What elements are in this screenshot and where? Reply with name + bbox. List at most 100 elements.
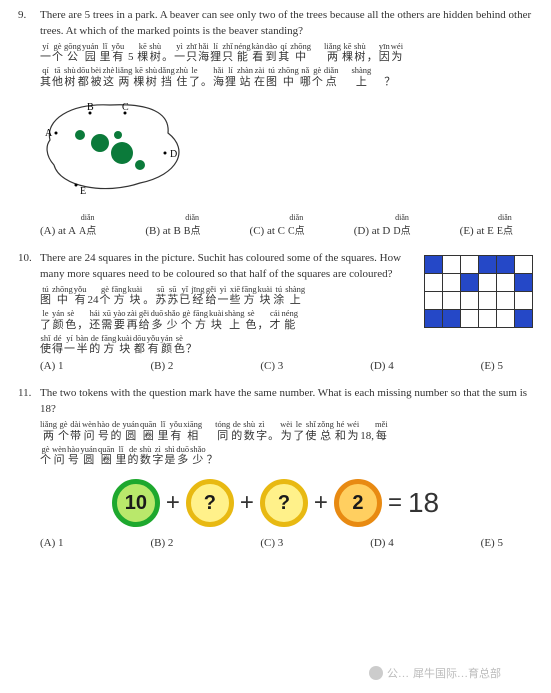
ruby-char: tú图 xyxy=(40,285,51,308)
ruby-char: tā他 xyxy=(52,66,63,89)
choice[interactable]: (A) 1 xyxy=(40,360,64,372)
equals-icon: = xyxy=(388,489,402,517)
choice[interactable]: (E) 5 xyxy=(481,360,503,372)
choice[interactable]: (A) 1 xyxy=(40,537,64,549)
ruby-char: hào号 xyxy=(97,420,109,443)
result: 18 xyxy=(408,487,439,519)
choice[interactable]: (B) at BdiǎnB点 xyxy=(145,213,200,237)
ruby-char: yǐ已 xyxy=(179,285,190,308)
ruby-char: tú图 xyxy=(266,66,277,89)
choice[interactable]: (D) 4 xyxy=(370,360,394,372)
ruby-char: gè个 xyxy=(58,420,69,443)
q11-equation: 10+?+?+2=18 xyxy=(18,479,533,527)
grid-cell xyxy=(461,291,479,309)
ruby-char: yǒu有 xyxy=(112,42,125,65)
ruby-char: yí一 xyxy=(40,42,51,65)
ruby-char: kuài块 xyxy=(209,309,224,332)
choice[interactable]: (C) 3 xyxy=(260,537,283,549)
ruby-line: liǎng两gè个dài带wèn问hào号de的yuán圆quān圈lǐ里yǒu… xyxy=(40,420,533,443)
ruby-char: 18, xyxy=(360,420,374,443)
q11-choices: (A) 1 (B) 2 (C) 3 (D) 4 (E) 5 xyxy=(40,537,533,549)
ruby-char: shù数 xyxy=(140,445,152,468)
ruby-char: qí其 xyxy=(40,66,51,89)
plus-icon: + xyxy=(166,489,180,517)
svg-text:A: A xyxy=(45,128,53,139)
ruby-char: duō多 xyxy=(151,309,164,332)
q9-english: There are 5 trees in a park. A beaver ca… xyxy=(40,8,533,40)
ruby-line: shǐ使dé得yí一bàn半de的fāng方kuài块dōu都yǒu有yán颜s… xyxy=(40,334,416,357)
ruby-char: 。 xyxy=(162,42,173,65)
choice[interactable]: (B) 2 xyxy=(150,537,173,549)
choice[interactable]: (A) at AdiǎnA点 xyxy=(40,213,96,237)
ruby-char: fāng方 xyxy=(112,285,127,308)
ruby-char: lǐ里 xyxy=(100,42,111,65)
q10-english: There are 24 squares in the picture. Suc… xyxy=(40,251,416,283)
ruby-char: ， xyxy=(258,309,269,332)
ruby-char: shù树 xyxy=(354,42,366,65)
ruby-char: shǎo少 xyxy=(164,309,180,332)
grid-cell xyxy=(497,309,515,327)
ruby-char: wéi为 xyxy=(347,420,359,443)
ruby-char: kē棵 xyxy=(137,42,148,65)
ruby-char: yīn因 xyxy=(379,42,390,65)
ruby-char: le了 xyxy=(40,309,51,332)
q11-prompt: 11. The two tokens with the question mar… xyxy=(18,386,533,418)
q10-prompt: 10. There are 24 squares in the picture.… xyxy=(18,251,416,283)
plus-icon: + xyxy=(240,489,254,517)
svg-text:D: D xyxy=(170,149,177,160)
ruby-line: tú图zhōng中yǒu有 24gè个fāng方kuài块 。sū苏sū苏yǐ已… xyxy=(40,285,416,308)
ruby-char: yǒu有 xyxy=(147,334,160,357)
ruby-char: wèi为 xyxy=(280,420,292,443)
choice[interactable]: (E) at EdiǎnE点 xyxy=(460,213,513,237)
ruby-char: ， xyxy=(77,309,88,332)
ruby-char: ？ xyxy=(207,445,218,468)
ruby-char: nǎ哪 xyxy=(300,66,311,89)
ruby-char: yuán园 xyxy=(82,42,99,65)
ruby-char: gè个 xyxy=(312,66,323,89)
ruby-char: yí一 xyxy=(64,334,75,357)
ruby-char: gōng公 xyxy=(64,42,81,65)
ruby-char: zì字 xyxy=(256,420,267,443)
ruby-char: tú涂 xyxy=(273,285,284,308)
choice[interactable]: (E) 5 xyxy=(481,537,503,549)
ruby-line: yí一gè个gōng公yuán园lǐ里yǒu有 5kē棵shù树 。yì一zhī… xyxy=(40,42,533,65)
grid-cell xyxy=(443,255,461,273)
watermark-prefix: 公… xyxy=(387,665,409,681)
ruby-char: zhī只 xyxy=(186,42,197,65)
grid-cell xyxy=(425,309,443,327)
choice[interactable]: (B) 2 xyxy=(150,360,173,372)
ruby-char: sè色 xyxy=(65,309,76,332)
ruby-char: dǎng挡 xyxy=(158,66,175,89)
ruby-char: gè个 xyxy=(100,285,111,308)
ruby-char: 。 xyxy=(268,420,279,443)
ruby-char: zhōng中 xyxy=(290,42,311,65)
choice[interactable]: (D) at DdiǎnD点 xyxy=(354,213,411,237)
ruby-char: de的 xyxy=(89,334,100,357)
grid-cell xyxy=(443,273,461,291)
ruby-char: zhōng中 xyxy=(52,285,73,308)
ruby-char: zhù住 xyxy=(176,66,188,89)
ruby-char: hǎi海 xyxy=(213,66,224,89)
ruby-char: gè个 xyxy=(181,309,192,332)
ruby-char: shù数 xyxy=(243,420,255,443)
ruby-char: dé得 xyxy=(52,334,63,357)
choice[interactable]: (D) 4 xyxy=(370,537,394,549)
choice[interactable]: (C) 3 xyxy=(260,360,283,372)
ruby-char: kē棵 xyxy=(342,42,353,65)
ruby-char: de的 xyxy=(128,445,139,468)
wechat-icon xyxy=(369,666,383,680)
grid-cell xyxy=(425,291,443,309)
ruby-char: zhōng中 xyxy=(278,66,299,89)
token: ? xyxy=(186,479,234,527)
ruby-char: lí狸 xyxy=(225,66,236,89)
ruby-char: gěi给 xyxy=(206,285,217,308)
choice[interactable]: (C) at CdiǎnC点 xyxy=(250,213,305,237)
ruby-line: qí其tā他shù树dōu都bèi被zhè这liǎng两kē棵shù树dǎng挡… xyxy=(40,66,533,89)
ruby-char: 。 xyxy=(201,66,212,89)
ruby-char: dōu都 xyxy=(133,334,146,357)
grid-cell xyxy=(515,273,533,291)
ruby-char: yì一 xyxy=(174,42,185,65)
ruby-char: fāng方 xyxy=(242,285,257,308)
ruby-char: sū苏 xyxy=(155,285,166,308)
ruby-char: hái还 xyxy=(89,309,100,332)
